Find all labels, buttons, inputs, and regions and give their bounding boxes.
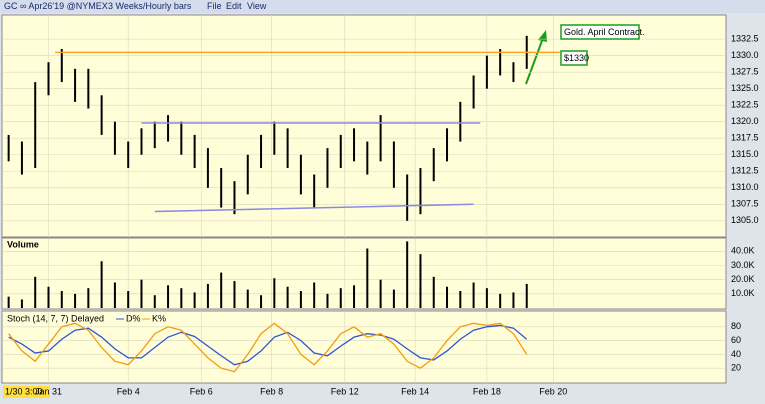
volume-bar xyxy=(485,288,488,308)
stoch-line xyxy=(8,322,528,373)
y-tick-label: 10.0K xyxy=(731,288,755,298)
y-tick-label: 80 xyxy=(731,321,741,331)
y-tick-label: 1305.0 xyxy=(731,215,759,225)
volume-bar xyxy=(512,292,515,308)
volume-bar xyxy=(193,292,196,308)
volume-bar xyxy=(299,291,302,308)
volume-bar xyxy=(313,282,316,308)
y-tick-label: 1315.0 xyxy=(731,149,759,159)
y-tick-label: 1320.0 xyxy=(731,116,759,126)
legend-k: K% xyxy=(152,313,166,323)
volume-bar xyxy=(153,295,156,308)
y-tick-label: 1327.5 xyxy=(731,67,759,77)
volume-bar xyxy=(286,286,289,308)
volume-bar xyxy=(47,286,50,308)
volume-bar xyxy=(446,286,449,308)
menu-edit[interactable]: Edit xyxy=(226,1,242,11)
volume-bar xyxy=(113,282,116,308)
volume-bar xyxy=(273,278,276,308)
volume-bar xyxy=(34,276,37,308)
volume-bar xyxy=(100,261,103,308)
volume-bar xyxy=(525,283,528,308)
y-tick-label: 40 xyxy=(731,349,741,359)
volume-bar xyxy=(432,276,435,308)
y-tick-label: 1312.5 xyxy=(731,166,759,176)
volume-bar xyxy=(260,295,263,308)
volume-bar xyxy=(499,293,502,308)
volume-title-bg xyxy=(4,239,40,250)
x-tick-label: Feb 14 xyxy=(401,386,429,396)
annotation: Gold. April Contract. xyxy=(564,27,645,37)
y-tick-label: 40.0K xyxy=(731,246,755,256)
volume-bar xyxy=(60,291,63,308)
annotation-box xyxy=(560,24,640,40)
y-tick-label: 20 xyxy=(731,363,741,373)
volume-bar xyxy=(20,299,23,308)
y-tick-label: 20.0K xyxy=(731,274,755,284)
stoch-title: Stoch (14, 7, 7) Delayed xyxy=(7,313,104,323)
volume-bar xyxy=(167,285,170,308)
volume-title: Volume xyxy=(7,239,39,249)
y-tick-label: 1330.0 xyxy=(731,50,759,60)
trend-line xyxy=(154,203,474,213)
x-tick-label: Feb 18 xyxy=(473,386,501,396)
volume-bar xyxy=(180,288,183,308)
y-tick-label: 60 xyxy=(731,335,741,345)
volume-bar xyxy=(472,282,475,308)
volume-bar xyxy=(127,291,130,308)
symbol[interactable]: GC ∞ Apr26'19 @NYMEX xyxy=(4,1,108,11)
stoch-panel xyxy=(1,310,727,384)
x-tick-label: Jan 31 xyxy=(35,386,62,396)
annotation-box xyxy=(560,50,588,66)
x-tick-label: Feb 4 xyxy=(117,386,140,396)
start-label-bg xyxy=(3,386,50,398)
menu-file[interactable]: File xyxy=(207,1,222,11)
x-tick-label: Feb 12 xyxy=(331,386,359,396)
toolbar xyxy=(0,0,765,13)
volume-bar xyxy=(7,296,10,308)
y-tick-label: 30.0K xyxy=(731,260,755,270)
volume-bar xyxy=(339,288,342,308)
price-panel xyxy=(1,14,727,238)
menu-view[interactable]: View xyxy=(247,1,267,11)
volume-bar xyxy=(366,248,369,308)
y-tick-label: 1307.5 xyxy=(731,199,759,209)
volume-bar xyxy=(392,289,395,308)
x-tick-label: Feb 6 xyxy=(190,386,213,396)
x-tick-label: Feb 20 xyxy=(539,386,567,396)
volume-bar xyxy=(406,241,409,308)
volume-bar xyxy=(353,285,356,308)
y-tick-label: 1317.5 xyxy=(731,133,759,143)
start-label: 1/30 3:00 xyxy=(5,386,43,396)
y-tick-label: 1310.0 xyxy=(731,182,759,192)
y-tick-label: 1332.5 xyxy=(731,33,759,43)
volume-bar xyxy=(140,279,143,308)
period[interactable]: 3 Weeks/Hourly bars xyxy=(108,1,192,11)
legend-d: D% xyxy=(126,313,141,323)
volume-bar xyxy=(379,279,382,308)
volume-bar xyxy=(220,272,223,308)
volume-bar xyxy=(206,283,209,308)
annotation: $1330 xyxy=(564,53,589,63)
arrow xyxy=(525,37,544,85)
volume-bar xyxy=(246,289,249,308)
stoch-line xyxy=(8,324,528,366)
volume-bar xyxy=(419,254,422,308)
volume-bar xyxy=(74,293,77,308)
x-tick-label: Feb 8 xyxy=(260,386,283,396)
volume-panel xyxy=(1,237,727,310)
y-tick-label: 1325.0 xyxy=(731,83,759,93)
volume-bar xyxy=(326,293,329,308)
volume-bar xyxy=(459,291,462,308)
volume-bar xyxy=(233,281,236,308)
y-tick-label: 1322.5 xyxy=(731,100,759,110)
volume-bar xyxy=(87,288,90,308)
